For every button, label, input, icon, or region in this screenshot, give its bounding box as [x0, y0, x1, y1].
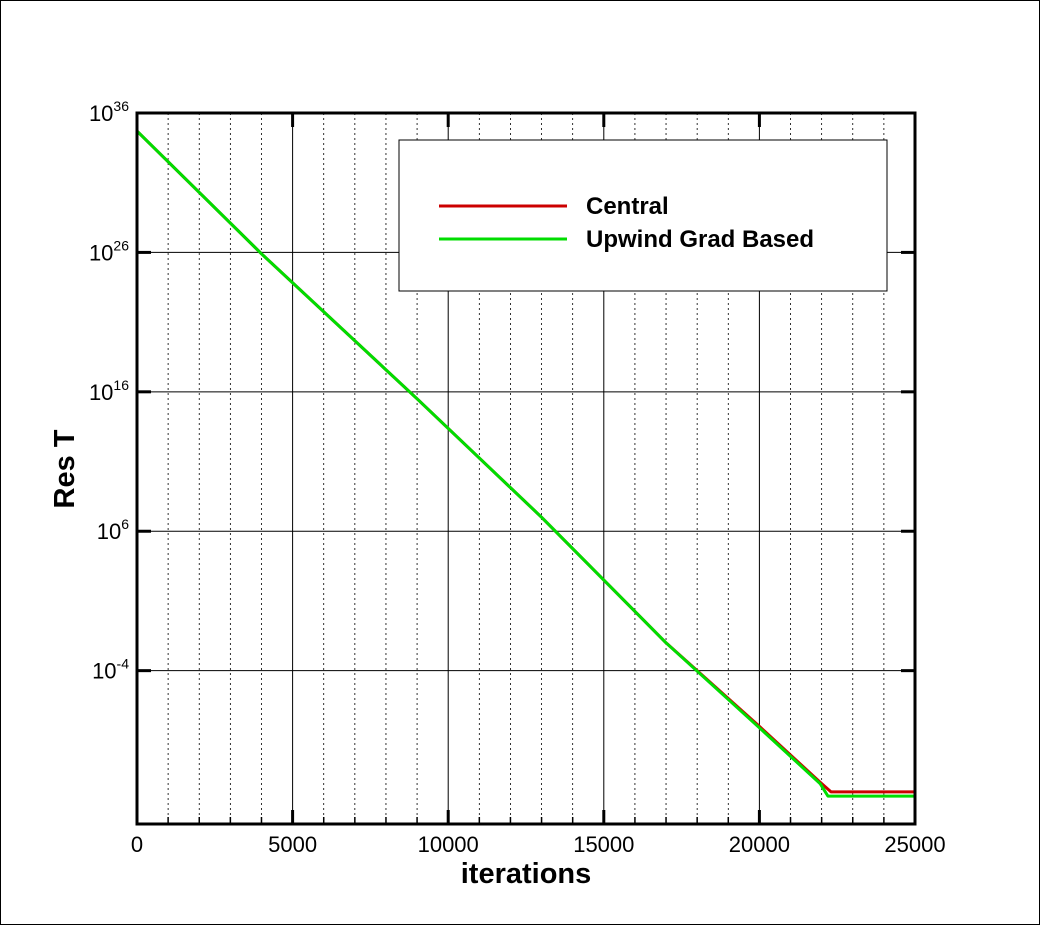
x-tick-labels: 0 5000 10000 15000 20000 25000	[131, 832, 946, 857]
series-line-upwind	[135, 130, 915, 798]
y-tick-label: 106	[97, 516, 129, 544]
series-layer	[135, 130, 915, 798]
legend: Central Upwind Grad Based	[398, 139, 888, 292]
minor-gridlines	[167, 113, 885, 824]
legend-label-upwind: Upwind Grad Based	[586, 226, 814, 253]
axis-ticks	[137, 111, 915, 824]
y-tick-label: 1026	[89, 237, 129, 265]
x-tick-label: 25000	[884, 832, 945, 857]
y-tick-label: 1016	[89, 377, 129, 405]
y-tick-label: 10-4	[92, 656, 129, 684]
y-tick-labels: 1036 1026 1016 106 10-4	[89, 98, 129, 684]
plot-border	[135, 111, 917, 826]
x-tick-label: 10000	[418, 832, 479, 857]
x-tick-label: 5000	[268, 832, 317, 857]
y-tick-label: 1036	[89, 98, 129, 126]
x-tick-label: 15000	[573, 832, 634, 857]
y-axis-label: Res T	[49, 429, 81, 508]
legend-label-central: Central	[586, 193, 669, 220]
x-tick-label: 0	[131, 832, 143, 857]
legend-box	[398, 139, 888, 292]
x-tick-label: 20000	[729, 832, 790, 857]
x-axis-label: iterations	[461, 858, 592, 890]
